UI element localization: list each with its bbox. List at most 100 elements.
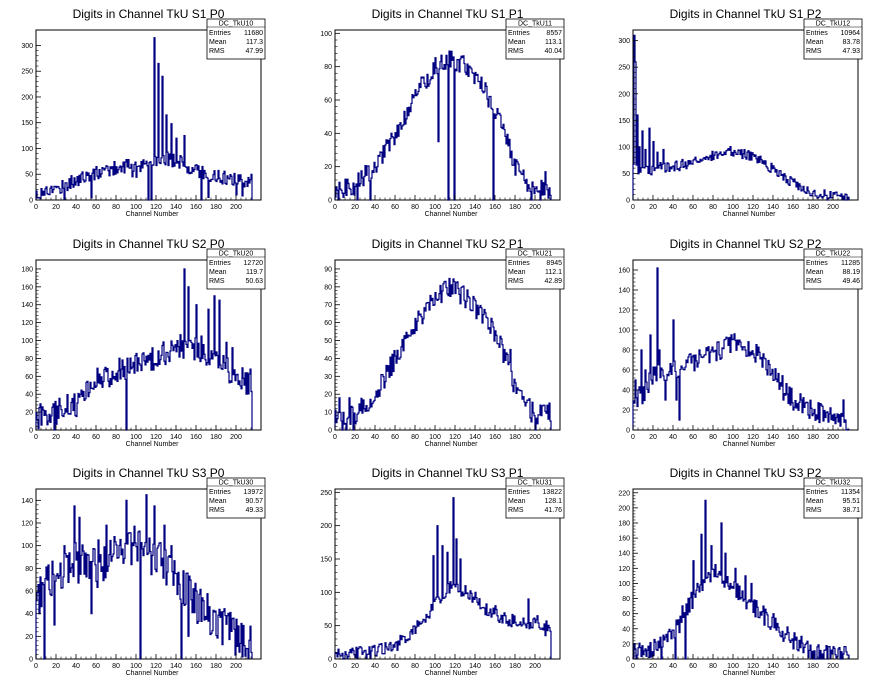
x-tick-label: 40 (72, 663, 80, 670)
x-tick-label: 80 (411, 204, 419, 211)
stats-box: DC_TkU20 Entries 12720 Mean 119.7 RMS 50.63 (206, 248, 266, 290)
x-tick-label: 200 (230, 663, 242, 670)
stats-value-rms: 47.93 (842, 48, 860, 55)
y-tick-label: 140 (618, 288, 630, 295)
y-tick-label: 200 (618, 505, 630, 512)
stats-value-entries: 11354 (841, 489, 860, 496)
x-tick-label: 160 (787, 204, 799, 211)
plot-frame (632, 259, 859, 431)
y-tick-label: 200 (618, 91, 630, 98)
x-tick-label: 140 (170, 204, 182, 211)
y-tick-label: 20 (324, 164, 332, 171)
stats-label-mean: Mean (209, 39, 227, 46)
stats-box-frame (505, 477, 565, 519)
y-tick-label: 80 (324, 284, 332, 291)
stats-value-rms: 38.71 (842, 507, 860, 514)
stats-box-frame (803, 477, 863, 519)
stats-label-entries: Entries (806, 489, 828, 496)
histogram-panel-7: Digits in Channel TkU S3 P0 0 20 40 60 80 100 1… (21, 466, 266, 677)
x-tick-label: 120 (449, 434, 461, 441)
histogram-panel-5: Digits in Channel TkU S2 P1 0 10 20 30 40 50 60… (324, 237, 565, 448)
stats-box: DC_TkU32 Entries 11354 Mean 95.51 RMS 38.71 (803, 477, 863, 519)
stats-label-entries: Entries (209, 30, 231, 37)
x-tick-label: 40 (669, 434, 677, 441)
plot-title: Digits in Channel TkU S3 P0 (73, 466, 225, 480)
stats-value-rms: 49.46 (842, 278, 860, 285)
x-tick-label: 60 (391, 204, 399, 211)
y-tick-label: 90 (324, 266, 332, 273)
x-tick-label: 80 (411, 434, 419, 441)
x-tick-label: 120 (449, 663, 461, 670)
stats-label-entries: Entries (508, 260, 530, 267)
x-tick-label: 200 (230, 434, 242, 441)
histogram-panel-2: Digits in Channel TkU S1 P1 0 20 40 60 80 100 0… (320, 7, 565, 218)
stats-label-mean: Mean (508, 269, 526, 276)
y-tick-label: 50 (25, 172, 33, 179)
histogram-series (35, 494, 253, 660)
x-tick-label: 60 (92, 434, 100, 441)
stats-box: DC_TkU21 Entries 8945 Mean 112.1 RMS 42.89 (505, 248, 565, 290)
y-tick-label: 20 (25, 634, 33, 641)
y-tick-label: 80 (324, 64, 332, 71)
stats-value-entries: 13972 (244, 489, 264, 496)
stats-label-rms: RMS (806, 507, 822, 514)
x-tick-label: 100 (130, 204, 142, 211)
x-axis-label: Channel Number (723, 441, 777, 448)
stats-value-mean: 95.51 (842, 498, 860, 505)
x-tick-label: 160 (190, 663, 202, 670)
x-tick-label: 140 (767, 663, 779, 670)
x-tick-label: 0 (333, 663, 337, 670)
x-tick-label: 0 (34, 434, 38, 441)
stats-box: DC_TkU31 Entries 13822 Mean 128.1 RMS 41.76 (505, 477, 565, 519)
stats-label-entries: Entries (209, 489, 231, 496)
y-tick-label: 80 (622, 348, 630, 355)
stats-value-mean: 128.1 (544, 498, 562, 505)
y-tick-label: 120 (618, 566, 630, 573)
x-tick-label: 180 (210, 204, 222, 211)
stats-label-mean: Mean (508, 39, 526, 46)
stats-name: DC_TkU30 (219, 480, 254, 487)
y-tick-label: 100 (21, 543, 33, 550)
stats-value-mean: 113.1 (545, 39, 562, 46)
x-tick-label: 20 (351, 434, 359, 441)
stats-value-rms: 42.89 (544, 278, 562, 285)
y-tick-label: 60 (324, 98, 332, 105)
x-tick-label: 40 (669, 663, 677, 670)
stats-name: DC_TkU10 (219, 21, 254, 28)
x-tick-label: 200 (529, 434, 541, 441)
x-tick-label: 60 (689, 204, 697, 211)
y-tick-label: 0 (328, 657, 332, 664)
x-tick-label: 120 (150, 663, 162, 670)
stats-label-entries: Entries (508, 489, 530, 496)
y-tick-label: 160 (21, 284, 33, 291)
x-tick-label: 200 (529, 204, 541, 211)
y-tick-label: 200 (320, 523, 332, 530)
x-tick-label: 40 (72, 204, 80, 211)
x-tick-label: 180 (509, 204, 521, 211)
y-tick-label: 0 (626, 428, 630, 435)
x-tick-label: 180 (807, 663, 819, 670)
x-tick-label: 180 (509, 434, 521, 441)
x-tick-label: 160 (787, 434, 799, 441)
x-tick-label: 80 (112, 204, 120, 211)
stats-box: DC_TkU10 Entries 11680 Mean 117.3 RMS 47.99 (206, 18, 266, 60)
stats-label-mean: Mean (806, 498, 824, 505)
x-axis-label: Channel Number (425, 211, 479, 218)
x-tick-label: 200 (230, 204, 242, 211)
stats-value-rms: 47.99 (245, 48, 263, 55)
plot-title: Digits in Channel TkU S3 P2 (670, 466, 822, 480)
y-tick-label: 100 (618, 328, 630, 335)
y-tick-label: 300 (21, 43, 33, 50)
stats-value-rms: 40.04 (544, 48, 562, 55)
x-tick-label: 20 (351, 663, 359, 670)
y-tick-label: 100 (320, 31, 332, 38)
stats-value-mean: 119.7 (246, 269, 263, 276)
plot-title: Digits in Channel TkU S2 P0 (73, 237, 225, 251)
y-tick-label: 100 (21, 338, 33, 345)
x-tick-label: 100 (727, 204, 739, 211)
x-tick-label: 160 (489, 434, 501, 441)
x-tick-label: 60 (92, 204, 100, 211)
stats-label-rms: RMS (806, 48, 822, 55)
x-tick-label: 40 (371, 434, 379, 441)
x-tick-label: 20 (649, 663, 657, 670)
